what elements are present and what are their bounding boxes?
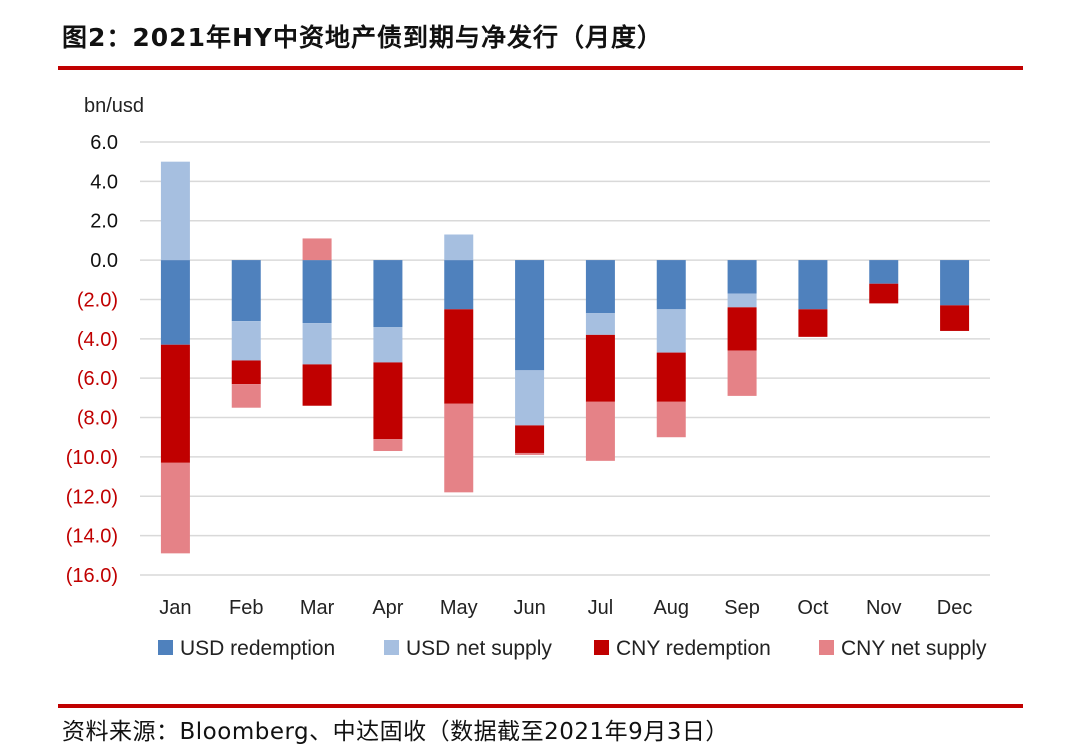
y-tick-label: (8.0): [77, 408, 118, 430]
x-tick-label: May: [440, 597, 478, 619]
bar-segment: [302, 260, 332, 324]
bar-segment: [656, 401, 686, 438]
source-divider: [58, 704, 1023, 708]
y-tick-label: (14.0): [66, 526, 118, 548]
legend-label: USD net supply: [406, 637, 552, 660]
bar-segment: [302, 364, 332, 406]
x-tick-label: Aug: [653, 597, 689, 619]
bar-segment: [160, 344, 190, 463]
x-tick-label: Sep: [724, 597, 760, 619]
legend-swatch: [384, 640, 399, 655]
legend-swatch: [594, 640, 609, 655]
bar-segment: [869, 260, 899, 284]
y-tick-label: 2.0: [90, 211, 118, 233]
legend-swatch: [158, 640, 173, 655]
bar-segment: [585, 401, 615, 461]
stacked-bar-chart: bn/usd 6.0 4.0 2.0 0.0 (2.0) (4.0) (6.0) (8.0) (…: [66, 95, 990, 660]
bar-segment: [231, 321, 261, 361]
bar-segment: [160, 462, 190, 554]
y-tick-label: (12.0): [66, 486, 118, 508]
bar-segment: [444, 309, 474, 404]
bar-segment: [798, 260, 828, 310]
bar-segment: [515, 260, 545, 371]
bar-segment: [231, 260, 261, 322]
bar-segment: [444, 260, 474, 310]
x-tick-label: Apr: [372, 597, 403, 619]
bar-segment: [656, 260, 686, 310]
x-tick-label: Jul: [588, 597, 614, 619]
bar-segment: [585, 334, 615, 402]
bar-segment: [373, 362, 403, 440]
bar-segment: [373, 327, 403, 363]
bar-segment: [727, 307, 757, 351]
bar-segment: [656, 352, 686, 402]
bar-segment: [373, 260, 403, 328]
bar-segment: [656, 309, 686, 353]
bar-segment: [515, 452, 545, 455]
x-tick-label: Dec: [937, 597, 973, 619]
y-tick-label: (4.0): [77, 329, 118, 351]
y-tick-label: 4.0: [90, 171, 118, 193]
bar-segment: [302, 323, 332, 365]
bar-segment: [160, 260, 190, 345]
x-tick-label: Jun: [513, 597, 545, 619]
bar-segment: [585, 313, 615, 335]
y-tick-label: 0.0: [90, 250, 118, 272]
title-divider: [58, 66, 1023, 70]
y-axis-label: bn/usd: [84, 95, 144, 117]
y-tick-label: (10.0): [66, 447, 118, 469]
bar-segment: [940, 305, 970, 331]
x-tick-label: Nov: [866, 597, 902, 619]
bars: [160, 161, 970, 554]
bar-segment: [515, 425, 545, 453]
bar-segment: [585, 260, 615, 314]
bar-segment: [231, 360, 261, 385]
bar-segment: [940, 260, 970, 306]
x-tick-label: Jan: [159, 597, 191, 619]
source-note: 资料来源：Bloomberg、中达固收（数据截至2021年9月3日）: [62, 719, 729, 745]
x-tick-label: Feb: [229, 597, 263, 619]
axis-labels: bn/usd 6.0 4.0 2.0 0.0 (2.0) (4.0) (6.0) (8.0) (…: [66, 95, 973, 619]
y-tick-label: 6.0: [90, 132, 118, 154]
bar-segment: [798, 309, 828, 337]
bar-segment: [869, 283, 899, 304]
bar-segment: [444, 403, 474, 493]
legend-swatch: [819, 640, 834, 655]
x-tick-label: Mar: [300, 597, 335, 619]
bar-segment: [727, 293, 757, 308]
chart-title: 图2：2021年HY中资地产债到期与净发行（月度）: [62, 23, 664, 52]
y-tick-label: (2.0): [77, 289, 118, 311]
legend-label: CNY redemption: [616, 637, 771, 660]
bar-segment: [231, 384, 261, 408]
bar-segment: [727, 350, 757, 396]
legend-label: USD redemption: [180, 637, 335, 660]
legend: USD redemption USD net supply CNY redempti…: [158, 637, 987, 660]
bar-segment: [160, 161, 190, 261]
bar-segment: [373, 439, 403, 452]
x-tick-label: Oct: [797, 597, 829, 619]
bar-segment: [302, 238, 332, 261]
legend-label: CNY net supply: [841, 637, 987, 660]
bar-segment: [444, 234, 474, 261]
bar-segment: [727, 260, 757, 294]
gridlines: [140, 141, 990, 576]
y-tick-label: (16.0): [66, 565, 118, 587]
bar-segment: [515, 370, 545, 426]
y-tick-label: (6.0): [77, 368, 118, 390]
